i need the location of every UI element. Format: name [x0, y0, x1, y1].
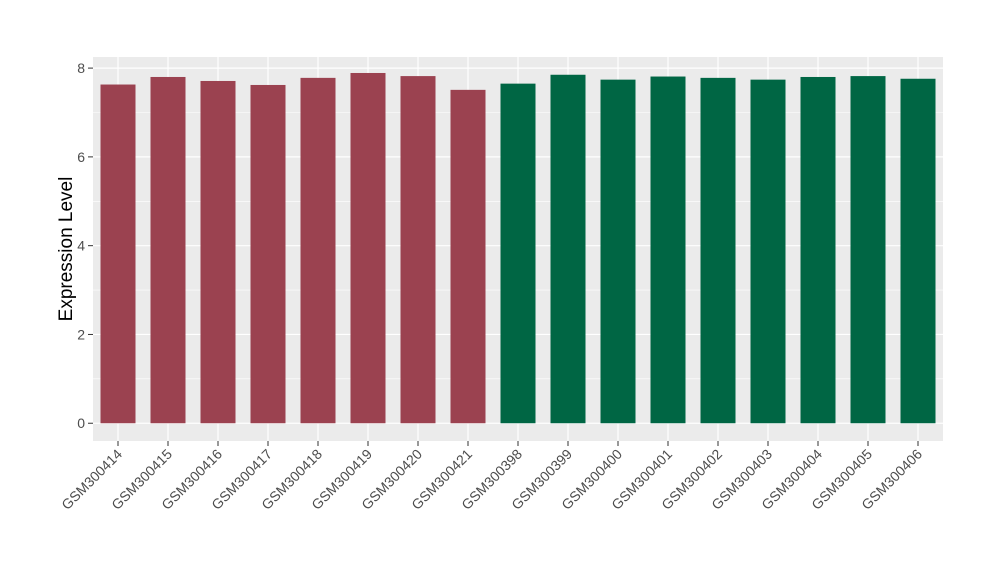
- bar-GSM300406: [900, 78, 936, 424]
- bar-GSM300420: [400, 76, 436, 424]
- bars: [100, 72, 936, 424]
- y-tick-label: 2: [77, 326, 85, 342]
- bar-GSM300398: [500, 83, 536, 424]
- bar-GSM300404: [800, 76, 836, 424]
- bar-GSM300416: [200, 80, 236, 424]
- y-tick-label: 8: [77, 60, 85, 76]
- bar-GSM300419: [350, 72, 386, 424]
- bar-GSM300418: [300, 77, 336, 424]
- y-tick-label: 6: [77, 149, 85, 165]
- bar-GSM300401: [650, 76, 686, 424]
- y-tick-label: 4: [77, 238, 85, 254]
- bar-GSM300405: [850, 76, 886, 424]
- bar-GSM300414: [100, 84, 136, 424]
- bar-GSM300400: [600, 79, 636, 424]
- bar-GSM300402: [700, 77, 736, 424]
- y-axis-label: Expression Level: [56, 177, 77, 322]
- bar-GSM300399: [550, 74, 586, 424]
- bar-GSM300421: [450, 89, 486, 424]
- bar-GSM300417: [250, 84, 286, 424]
- bar-GSM300415: [150, 76, 186, 424]
- y-tick-label: 0: [77, 415, 85, 431]
- bar-GSM300403: [750, 79, 786, 424]
